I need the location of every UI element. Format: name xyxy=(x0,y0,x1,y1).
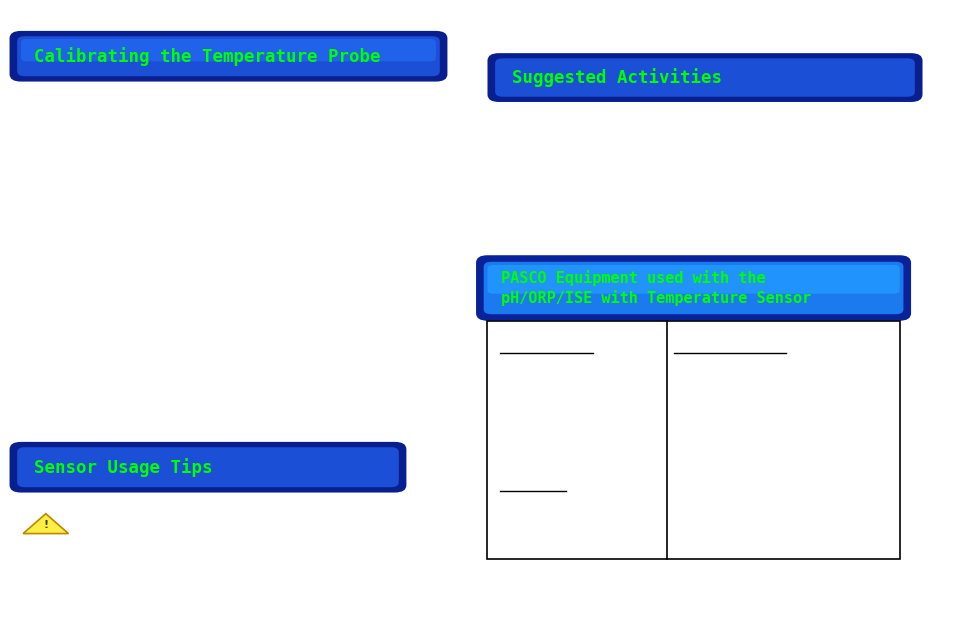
Text: Suggested Activities: Suggested Activities xyxy=(512,68,721,87)
FancyBboxPatch shape xyxy=(10,442,406,493)
Bar xyxy=(487,321,899,559)
FancyBboxPatch shape xyxy=(476,255,910,321)
FancyBboxPatch shape xyxy=(498,61,910,83)
FancyBboxPatch shape xyxy=(21,39,436,61)
FancyBboxPatch shape xyxy=(10,31,447,82)
FancyBboxPatch shape xyxy=(21,450,395,472)
FancyBboxPatch shape xyxy=(487,265,899,294)
Polygon shape xyxy=(23,514,69,533)
Text: Sensor Usage Tips: Sensor Usage Tips xyxy=(34,458,213,476)
FancyBboxPatch shape xyxy=(483,262,902,314)
Text: Calibrating the Temperature Probe: Calibrating the Temperature Probe xyxy=(34,47,380,66)
FancyBboxPatch shape xyxy=(495,58,914,97)
FancyBboxPatch shape xyxy=(487,53,922,102)
Text: PASCO Equipment used with the
pH/ORP/ISE with Temperature Sensor: PASCO Equipment used with the pH/ORP/ISE… xyxy=(500,269,810,307)
FancyBboxPatch shape xyxy=(17,36,439,76)
Text: !: ! xyxy=(43,520,49,530)
FancyBboxPatch shape xyxy=(17,447,398,487)
